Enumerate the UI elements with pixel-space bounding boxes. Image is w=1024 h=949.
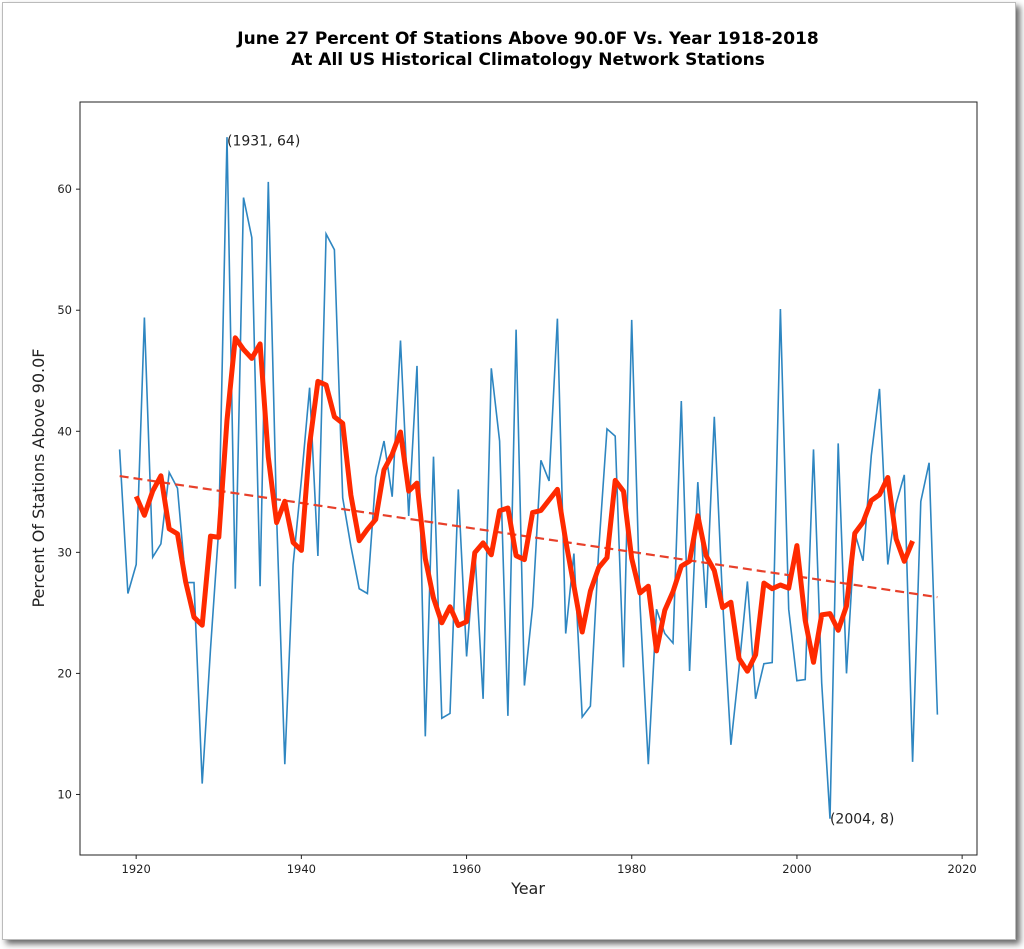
x-tick-label: 2020 xyxy=(947,862,976,876)
series-group xyxy=(118,137,939,819)
y-tick-label: 50 xyxy=(57,303,72,317)
x-tick-label: 1980 xyxy=(617,862,646,876)
x-tick-label: 1960 xyxy=(452,862,481,876)
x-tick-label: 2000 xyxy=(782,862,811,876)
y-tick-label: 20 xyxy=(57,666,72,680)
x-axis: 1920 1940 1960 1980 2000 2020 xyxy=(122,855,977,876)
annotation-label: (2004, 8) xyxy=(830,812,894,828)
y-tick-label: 10 xyxy=(57,787,72,801)
x-tick-label: 1940 xyxy=(287,862,316,876)
y-tick-label: 30 xyxy=(57,545,72,559)
y-axis: 10 20 30 40 50 60 xyxy=(57,182,80,801)
moving-average-line xyxy=(133,335,915,674)
y-axis-label: Percent Of Stations Above 90.0F xyxy=(29,348,48,607)
annotation-label: (1931, 64) xyxy=(227,134,300,150)
plot-area xyxy=(79,101,978,856)
y-tick-label: 60 xyxy=(57,182,72,196)
y-tick-label: 40 xyxy=(57,424,72,438)
chart-title-line-2: At All US Historical Climatology Network… xyxy=(291,50,765,70)
chart-title-line-1: June 27 Percent Of Stations Above 90.0F … xyxy=(236,29,818,49)
annotations: (1931, 64) (2004, 8) xyxy=(227,134,894,828)
annual-percent-line xyxy=(118,137,939,819)
x-tick-label: 1920 xyxy=(122,862,151,876)
x-axis-label: Year xyxy=(510,879,545,898)
